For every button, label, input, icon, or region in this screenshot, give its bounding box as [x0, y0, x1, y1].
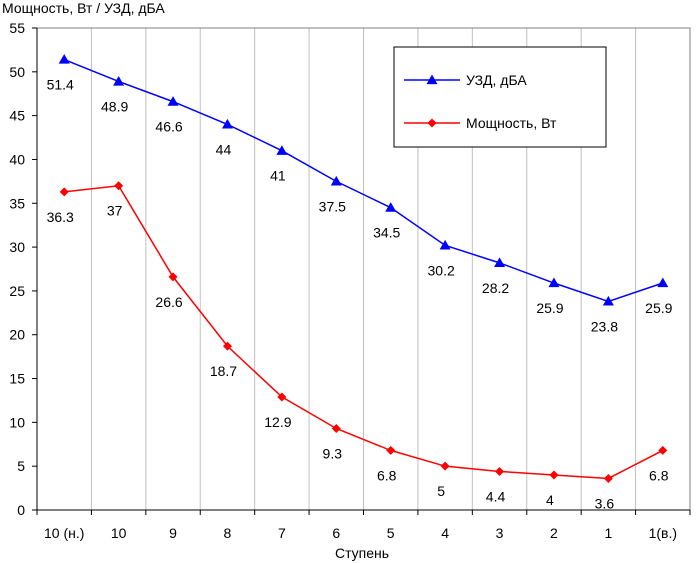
data-label: 6.8	[377, 467, 397, 483]
data-label: 26.6	[155, 294, 182, 310]
point-marker-triangle	[330, 175, 342, 186]
point-marker-triangle	[167, 96, 179, 106]
data-label: 37.5	[319, 198, 346, 214]
point-marker-triangle	[385, 202, 397, 212]
y-tick-label: 25	[9, 283, 25, 299]
series-layer: 51.4 48.9 46.6 44 41 37.5 34.5 30.2 28.2 25.9 23.8…	[47, 54, 673, 511]
point-marker-triangle	[113, 75, 125, 86]
series-line	[63, 58, 664, 303]
point-marker-diamond	[549, 470, 559, 480]
x-tick-label: 6	[332, 525, 340, 541]
x-tick-label: 10 (н.)	[44, 525, 84, 541]
y-tick-label: 50	[9, 64, 25, 80]
chart-title: Мощность, Вт / УЗД, дБА	[2, 0, 165, 16]
point-marker-diamond	[331, 423, 341, 433]
point-marker-diamond	[658, 445, 668, 455]
data-label: 28.2	[482, 280, 509, 296]
data-label: 51.4	[47, 77, 74, 93]
y-tick-label: 40	[9, 151, 25, 167]
x-tick-label: 1(в.)	[649, 525, 677, 541]
x-tick-label: 5	[387, 525, 395, 541]
y-tick-label: 10	[9, 414, 25, 430]
data-label: 36.3	[47, 209, 74, 225]
data-label: 25.9	[645, 300, 672, 316]
data-label: 41	[270, 168, 286, 184]
point-marker-diamond	[603, 473, 613, 483]
x-tick-label: 8	[224, 525, 232, 541]
point-marker-triangle	[426, 74, 438, 85]
data-label: 6.8	[649, 467, 669, 483]
point-marker-diamond	[495, 466, 505, 476]
y-tick-label: 20	[9, 327, 25, 343]
series-power: 36.3 37 26.6 18.7 12.9 9.3 6.8 5 4.4 4 3.6 6.8	[47, 181, 669, 511]
x-tick-label: 1	[604, 525, 612, 541]
data-label: 44	[216, 141, 232, 157]
point-marker-diamond	[427, 118, 437, 128]
x-tick-label: 10	[111, 525, 127, 541]
legend-label: УЗД, дБА	[466, 72, 527, 88]
y-tick-label: 0	[17, 502, 25, 518]
point-marker-diamond	[440, 461, 450, 471]
y-tick-label: 30	[9, 239, 25, 255]
data-label: 30.2	[428, 262, 455, 278]
point-marker-diamond	[386, 445, 396, 455]
data-label: 23.8	[591, 318, 618, 334]
y-tick-label: 35	[9, 195, 25, 211]
y-tick-label: 15	[9, 371, 25, 387]
data-label: 5	[437, 483, 445, 499]
data-label: 48.9	[101, 98, 128, 114]
series-uzd: 51.4 48.9 46.6 44 41 37.5 34.5 30.2 28.2 25.9 23.8…	[47, 54, 673, 334]
x-tick-label: 4	[441, 525, 449, 541]
point-marker-triangle	[221, 118, 233, 129]
legend-label: Мощность, Вт	[466, 115, 557, 131]
point-marker-diamond	[222, 341, 232, 351]
point-marker-triangle	[58, 54, 70, 64]
legend-box	[393, 46, 607, 148]
y-tick-label: 55	[9, 20, 25, 36]
point-marker-diamond	[114, 181, 124, 191]
data-label: 3.6	[595, 495, 615, 511]
data-label: 4	[546, 492, 554, 508]
x-axis-label: Ступень	[335, 545, 389, 561]
point-marker-diamond	[59, 187, 69, 197]
data-label: 46.6	[155, 119, 182, 135]
x-tick-label: 3	[496, 525, 504, 541]
data-label: 25.9	[536, 300, 563, 316]
data-label: 34.5	[373, 225, 400, 241]
point-marker-triangle	[276, 145, 288, 155]
data-label: 18.7	[210, 363, 237, 379]
x-tick-label: 2	[550, 525, 558, 541]
x-tick-label: 7	[278, 525, 286, 541]
data-label: 9.3	[323, 445, 343, 461]
x-axis-ticks: 10 (н.) 10 9 8 7 6 5 4 3 2 1 1(в.)	[36, 510, 691, 541]
point-marker-diamond	[168, 272, 178, 282]
point-marker-triangle	[602, 295, 614, 306]
point-marker-triangle	[657, 277, 669, 288]
y-tick-label: 45	[9, 108, 25, 124]
point-marker-triangle	[439, 239, 451, 250]
series-line	[64, 184, 664, 480]
data-label: 12.9	[264, 414, 291, 430]
legend: УЗД, дБА Мощность, Вт	[393, 46, 607, 148]
x-tick-label: 9	[169, 525, 177, 541]
y-tick-label: 5	[17, 458, 25, 474]
y-axis-ticks: 0 5 10 15 20 25 30 35 40 45 50 55	[9, 20, 37, 518]
data-label: 37	[107, 203, 123, 219]
point-marker-diamond	[277, 392, 287, 402]
point-marker-triangle	[548, 277, 560, 288]
data-label: 4.4	[486, 488, 506, 504]
point-marker-triangle	[494, 257, 506, 267]
